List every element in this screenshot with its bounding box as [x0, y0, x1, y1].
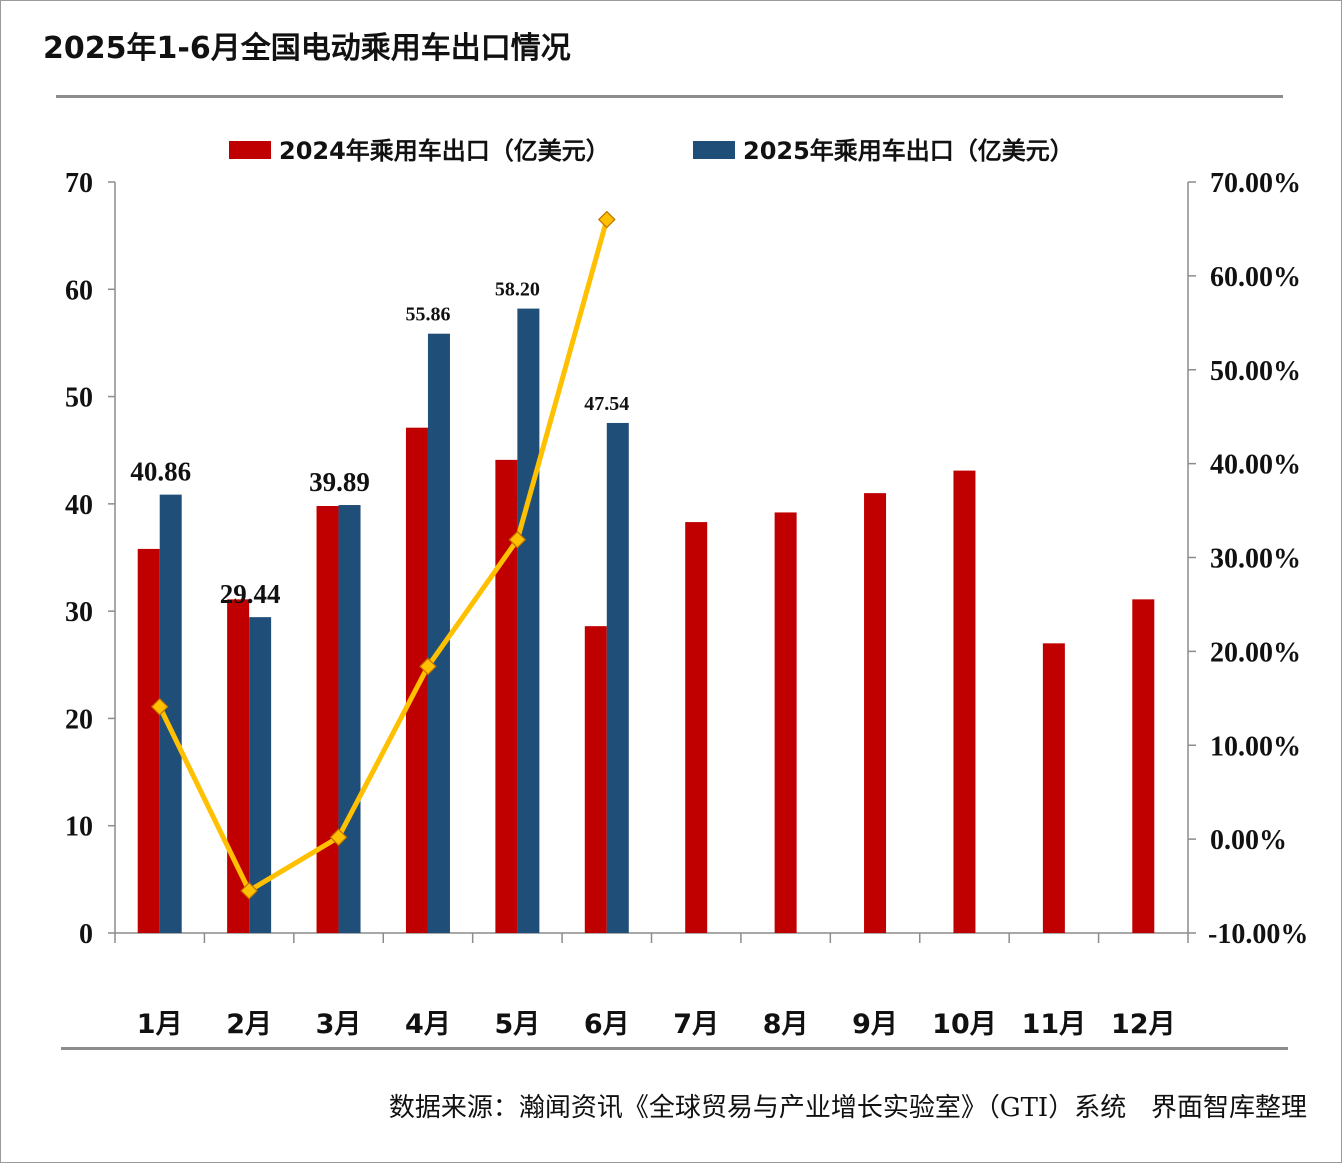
bar-2025: [606, 422, 629, 933]
bar-2025: [517, 308, 540, 933]
x-category-label: 4月: [405, 1009, 451, 1040]
left-tick-label: 70: [65, 168, 93, 199]
growth-rate-marker: [240, 881, 258, 900]
bar-2025: [159, 494, 182, 933]
bar-2024: [405, 427, 428, 933]
growth-rate-marker: [597, 210, 616, 229]
bar-2025-value-label: 29.44: [220, 579, 281, 609]
right-tick-label: 50.00%: [1210, 356, 1301, 387]
bar-2024: [1132, 599, 1155, 933]
bar-2024: [864, 493, 887, 933]
right-tick-label: 10.00%: [1210, 731, 1301, 762]
right-tick-label: 60.00%: [1210, 262, 1301, 293]
chart-canvas: 0 10 20 30 40 50 60 70 -10.00% 0.00% 10.00% 20.00% 3…: [65, 137, 1308, 1040]
x-category-label: 8月: [763, 1009, 809, 1040]
growth-rate-line: [157, 218, 610, 894]
bar-2024: [137, 548, 160, 933]
x-category-label: 7月: [673, 1009, 719, 1040]
right-tick-label: -10.00%: [1208, 919, 1308, 950]
right-tick-label: 30.00%: [1210, 544, 1301, 575]
right-tick-label: 20.00%: [1210, 637, 1301, 668]
growth-rate-marker: [150, 697, 169, 716]
bar-2024: [1042, 643, 1065, 933]
right-tick-label: 70.00%: [1210, 168, 1301, 199]
x-category-label: 6月: [584, 1009, 630, 1040]
left-tick-label: 10: [65, 812, 93, 843]
x-category-label: 11月: [1022, 1009, 1087, 1040]
growth-rate-marker: [419, 657, 437, 676]
growth-rate-marker: [329, 828, 348, 847]
legend-2025-swatch: [693, 141, 735, 159]
right-tick-label: 0.00%: [1210, 825, 1287, 856]
x-category-label: 10月: [932, 1009, 997, 1040]
bar-2024: [953, 470, 976, 933]
right-tick-label: 40.00%: [1210, 450, 1301, 481]
left-tick-label: 0: [79, 919, 93, 950]
bar-2025-value-label: 58.20: [495, 279, 540, 301]
bar-2025: [338, 505, 361, 933]
data-source-note: 数据来源：瀚闻资讯《全球贸易与产业增长实验室》（GTI）系统 界面智库整理: [388, 1093, 1307, 1123]
bar-2024: [495, 459, 518, 933]
bar-2024: [316, 506, 339, 933]
x-category-label: 1月: [137, 1009, 183, 1040]
left-tick-label: 40: [65, 490, 93, 521]
bar-2024: [227, 599, 250, 933]
bar-2024: [774, 512, 797, 933]
bar-2025-value-label: 47.54: [584, 393, 629, 415]
legend-2024-swatch: [229, 141, 271, 159]
bottom-divider: [61, 1047, 1288, 1050]
bar-2024: [584, 626, 607, 933]
left-tick-label: 20: [65, 704, 93, 735]
legend-2024-label: 2024年乘用车出口（亿美元）: [279, 137, 610, 165]
x-category-label: 9月: [852, 1009, 898, 1040]
top-divider: [56, 95, 1283, 98]
bar-2025-value-label: 39.89: [309, 467, 370, 497]
chart-title: 2025年1-6月全国电动乘用车出口情况: [43, 31, 571, 66]
x-category-label: 12月: [1111, 1009, 1176, 1040]
x-category-label: 3月: [316, 1009, 362, 1040]
legend-2025-label: 2025年乘用车出口（亿美元）: [743, 137, 1074, 165]
bar-2024: [685, 522, 708, 933]
x-category-label: 5月: [494, 1009, 540, 1040]
bar-2025: [427, 333, 450, 933]
left-tick-label: 60: [65, 275, 93, 306]
growth-rate-marker: [508, 530, 527, 549]
bar-2025-value-label: 40.86: [130, 457, 191, 487]
bar-2025-value-label: 55.86: [405, 304, 450, 326]
bar-2025: [249, 617, 272, 933]
left-tick-label: 30: [65, 597, 93, 628]
left-tick-label: 50: [65, 383, 93, 414]
x-category-label: 2月: [226, 1009, 272, 1040]
